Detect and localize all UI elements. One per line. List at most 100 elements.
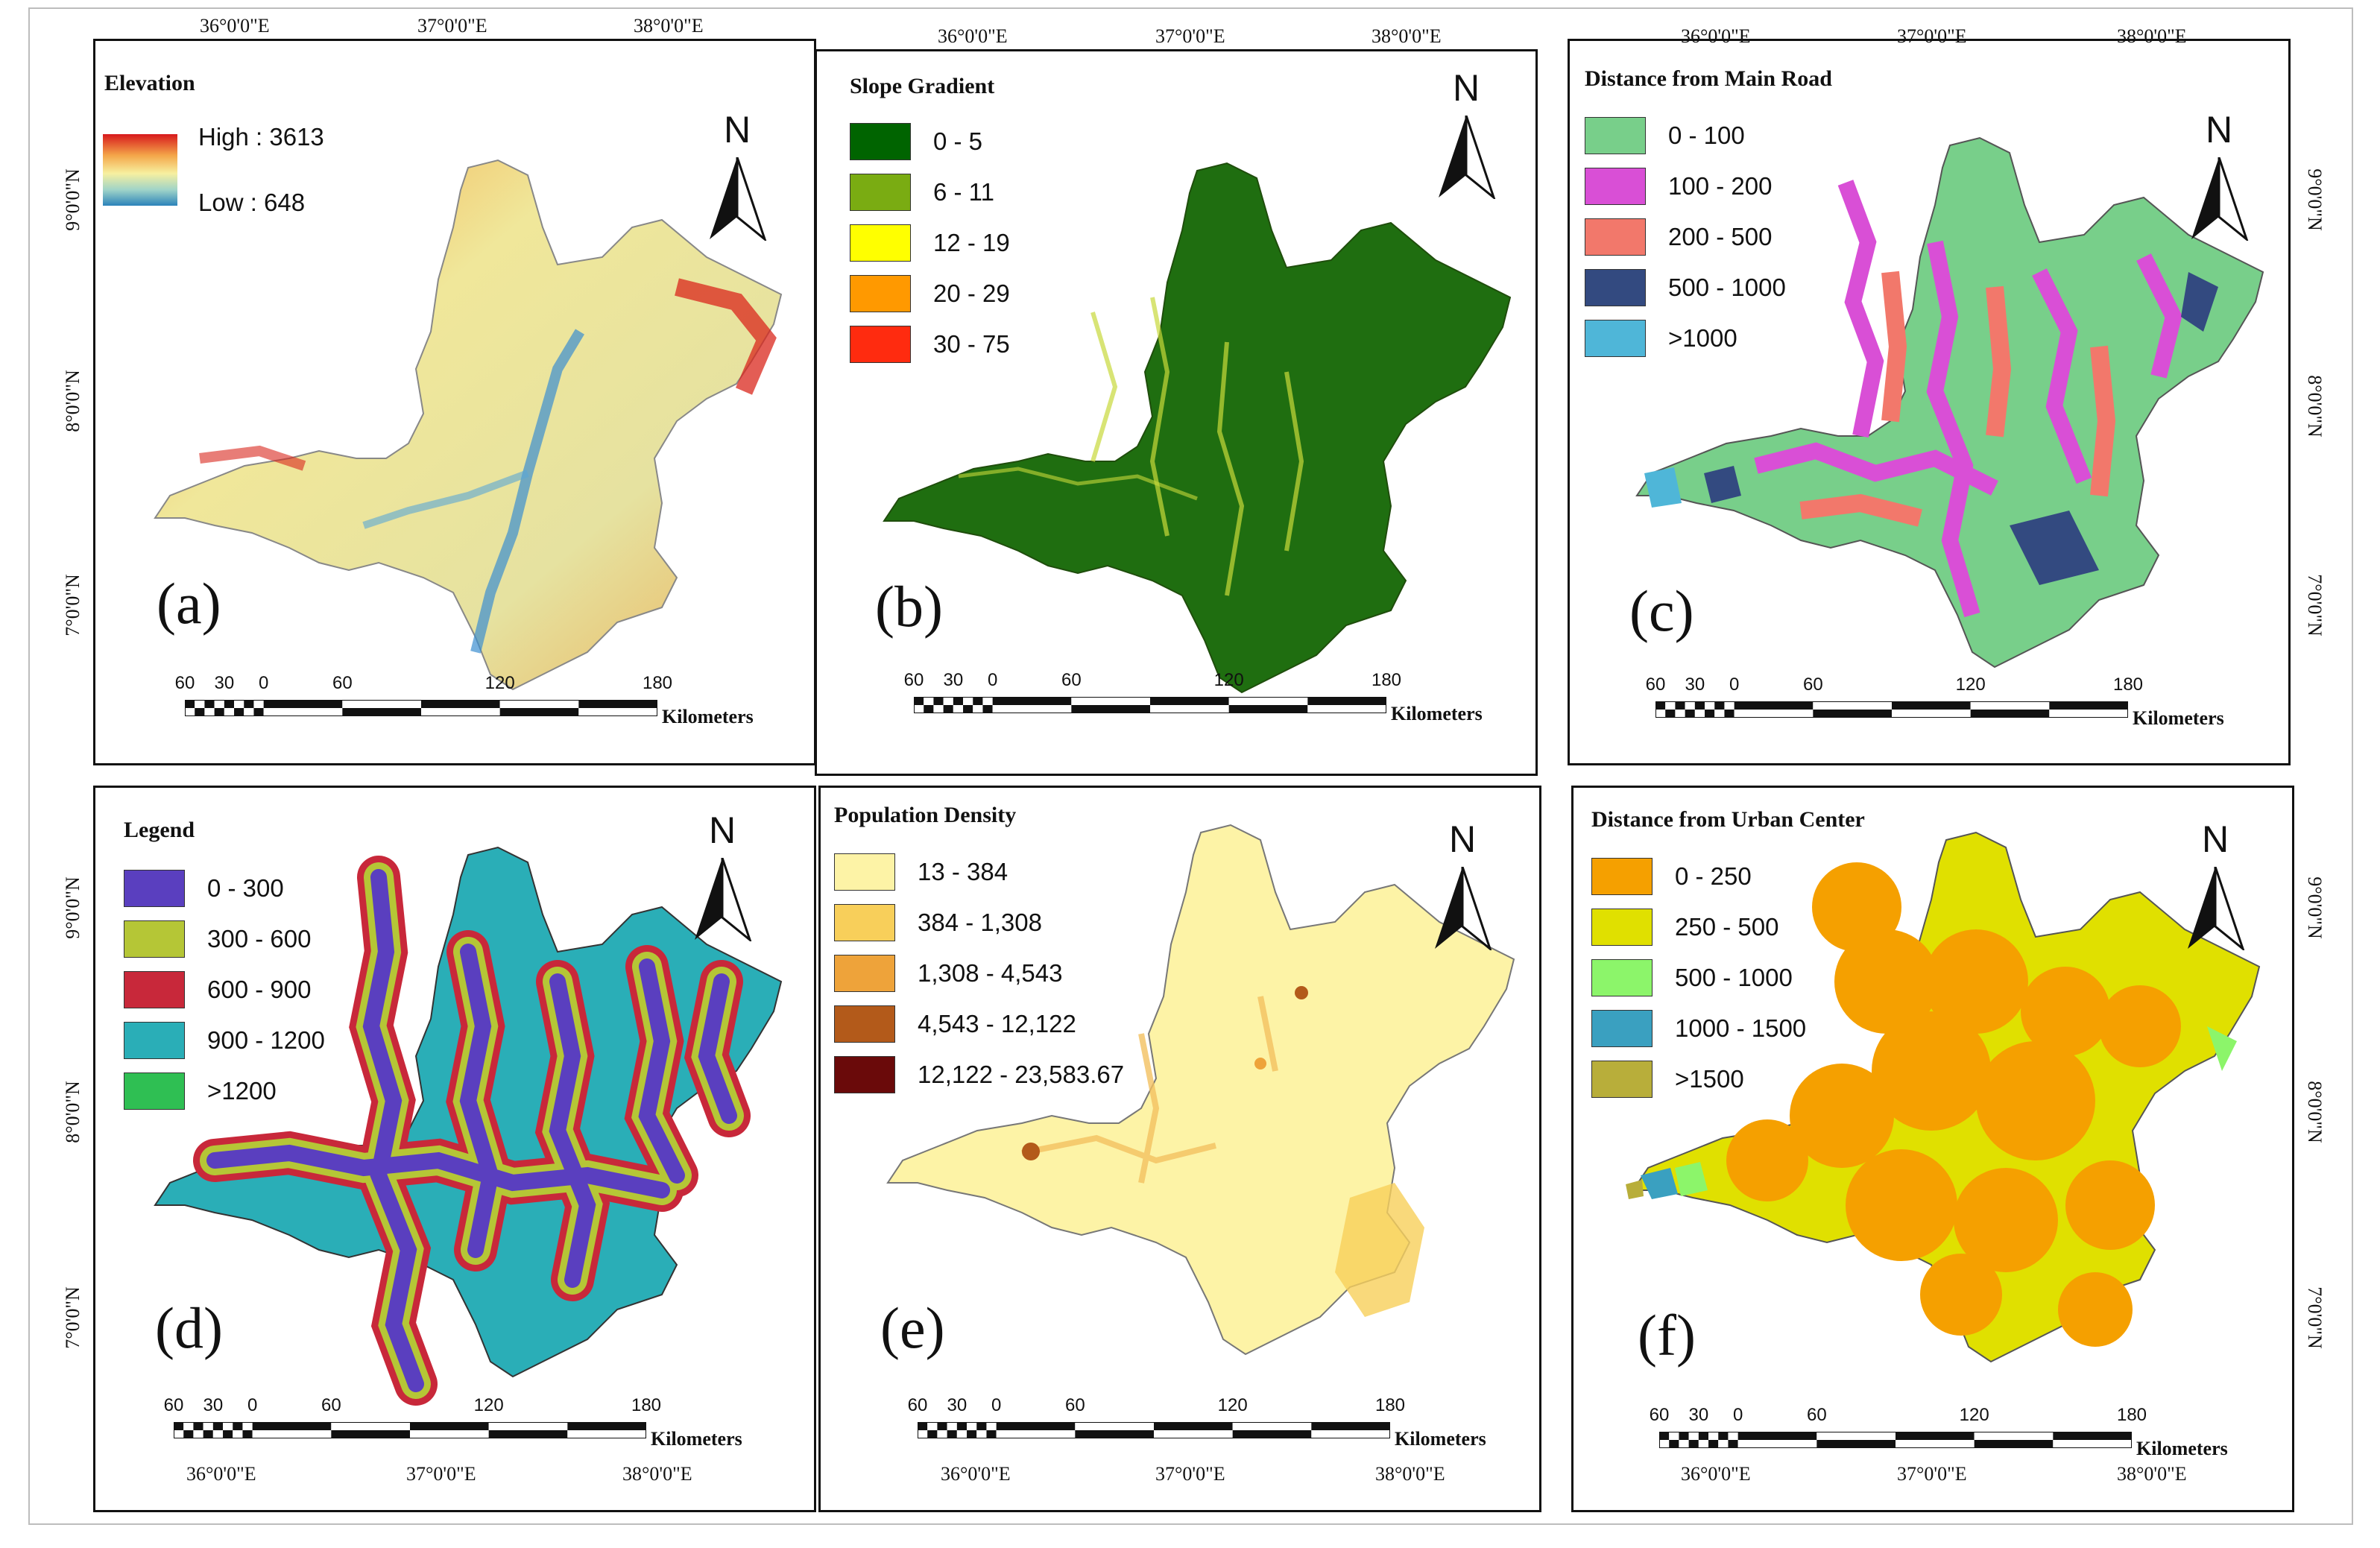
latitude-label: 7°0'0"N [62, 574, 83, 636]
longitude-label: 38°0'0"E [2117, 25, 2187, 47]
scale-tick-label: 60 [1645, 675, 1666, 695]
steep-slope-pattern [958, 467, 1198, 501]
panel-elevation: Elevation High : 3613 Low : 648 N (a) 60… [93, 39, 816, 765]
latitude-label: 9°0'0"N [62, 168, 83, 231]
scale-tick-label: 180 [2116, 1405, 2147, 1425]
legend-label: 0 - 250 [1675, 862, 1752, 890]
legend-item: 1,308 - 4,543 [834, 955, 1063, 992]
scale-tick-label: 60 [903, 670, 924, 690]
urban-center [1022, 1143, 1040, 1160]
scale-bar: 60 30 0 60 120 180 Kilometers [1650, 1405, 2256, 1465]
scale-tick-label: 180 [642, 673, 673, 693]
legend-swatch [1585, 117, 1646, 154]
north-label: N [2205, 109, 2233, 151]
legend-swatch [1591, 959, 1653, 996]
scale-tick-label: 60 [174, 673, 195, 693]
legend-label: >1500 [1675, 1065, 1744, 1093]
basin-shape [154, 159, 783, 691]
legend-label: >1200 [207, 1077, 277, 1105]
legend-item: 384 - 1,308 [834, 904, 1042, 941]
elevation-low-label: Low : 648 [198, 189, 306, 216]
legend-swatch [1585, 168, 1646, 205]
scale-tick-label: 30 [214, 673, 235, 693]
scale-tick-label: 0 [1729, 675, 1740, 695]
scale-bar: 60 30 0 60 120 180 Kilometers [175, 673, 781, 733]
legend-swatch [1585, 269, 1646, 306]
legend-item: 0 - 250 [1591, 858, 1752, 895]
legend-swatch [124, 1072, 185, 1110]
legend-label: 30 - 75 [933, 330, 1010, 358]
legend-label: 0 - 5 [933, 127, 983, 155]
panel-label: (c) [1629, 578, 1694, 643]
legend-item: 20 - 29 [850, 275, 1010, 312]
scale-segments [914, 697, 1386, 713]
legend-title: Elevation [104, 71, 195, 95]
legend-item: 100 - 200 [1585, 168, 1772, 205]
north-arrow: N [1432, 818, 1493, 952]
legend-label: 13 - 384 [918, 858, 1008, 885]
legend-item: >1000 [1585, 320, 1737, 357]
urban-buffer-500-1000 [1675, 1162, 1708, 1196]
elevation-color-ramp [103, 134, 177, 206]
highland-zone [675, 278, 777, 395]
north-arrow: N [1436, 66, 1497, 200]
urban-buffer-500-1000 [2207, 1026, 2237, 1071]
scale-tick-label: 180 [2112, 675, 2144, 695]
scale-bar: 60 30 0 60 120 180 Kilometers [1646, 675, 2252, 734]
legend-swatch [834, 1056, 895, 1093]
north-label: N [723, 109, 751, 151]
highland-zone [199, 445, 306, 471]
scale-tick-label: 180 [1374, 1395, 1406, 1415]
legend-swatch [850, 123, 911, 160]
road-buffer-100-200 [1754, 180, 2182, 618]
scale-segments [1655, 701, 2128, 718]
longitude-label: 38°0'0"E [1375, 1463, 1445, 1485]
legend-label: 6 - 11 [933, 178, 994, 206]
elevation-high-label: High : 3613 [198, 123, 324, 151]
latitude-label: 9°0'0"N [2304, 876, 2326, 939]
steep-slope-pattern [1090, 297, 1304, 596]
longitude-label: 36°0'0"E [186, 1463, 256, 1485]
scale-tick-label: 120 [1213, 670, 1244, 690]
scale-unit: Kilometers [662, 706, 754, 727]
scale-tick-label: 60 [1802, 675, 1823, 695]
legend-item: 300 - 600 [124, 920, 311, 958]
legend-swatch [834, 904, 895, 941]
latitude-label: 9°0'0"N [62, 876, 83, 939]
legend-item: 900 - 1200 [124, 1022, 325, 1059]
legend-swatch [1591, 1010, 1653, 1047]
legend-item: 500 - 1000 [1591, 959, 1793, 996]
legend-item: >1500 [1591, 1061, 1744, 1098]
panel-label: (f) [1638, 1303, 1696, 1368]
legend-item: 13 - 384 [834, 853, 1008, 891]
longitude-label: 36°0'0"E [1681, 25, 1751, 47]
legend-label: 300 - 600 [207, 925, 312, 953]
legend-label: 250 - 500 [1675, 913, 1779, 941]
scale-tick-label: 180 [1371, 670, 1402, 690]
scale-unit: Kilometers [1395, 1428, 1486, 1450]
scale-tick-label: 30 [943, 670, 964, 690]
panel-road-distance: Distance from Main Road 0 - 100 100 - 200… [1568, 39, 2291, 765]
panel-river-distance: Legend 0 - 300 300 - 600 600 - 900 900 - 12… [93, 786, 816, 1512]
scale-unit: Kilometers [2136, 1438, 2228, 1459]
north-label: N [2201, 818, 2229, 860]
legend-label: 900 - 1200 [207, 1026, 325, 1054]
legend-label: 500 - 1000 [1668, 274, 1786, 301]
panel-slope: Slope Gradient 0 - 5 6 - 11 12 - 19 20 - 29… [815, 49, 1538, 776]
north-arrow: N [2185, 818, 2246, 952]
latitude-label: 8°0'0"N [2304, 375, 2326, 437]
latitude-label: 8°0'0"N [2304, 1081, 2326, 1143]
north-arrow-icon [1439, 116, 1496, 199]
scale-tick-label: 60 [1061, 670, 1082, 690]
scale-tick-label: 0 [258, 673, 269, 693]
scale-segments [918, 1422, 1390, 1438]
scale-tick-label: 30 [1685, 675, 1705, 695]
urban-center [1254, 1058, 1266, 1070]
legend-item: >1200 [124, 1072, 277, 1110]
legend-swatch [834, 955, 895, 992]
legend-title: Legend [124, 818, 195, 842]
legend-item: 0 - 5 [850, 123, 982, 160]
road-buffer-over-1000 [1644, 467, 1682, 508]
panel-label: (d) [155, 1295, 223, 1360]
legend-swatch [1591, 858, 1653, 895]
